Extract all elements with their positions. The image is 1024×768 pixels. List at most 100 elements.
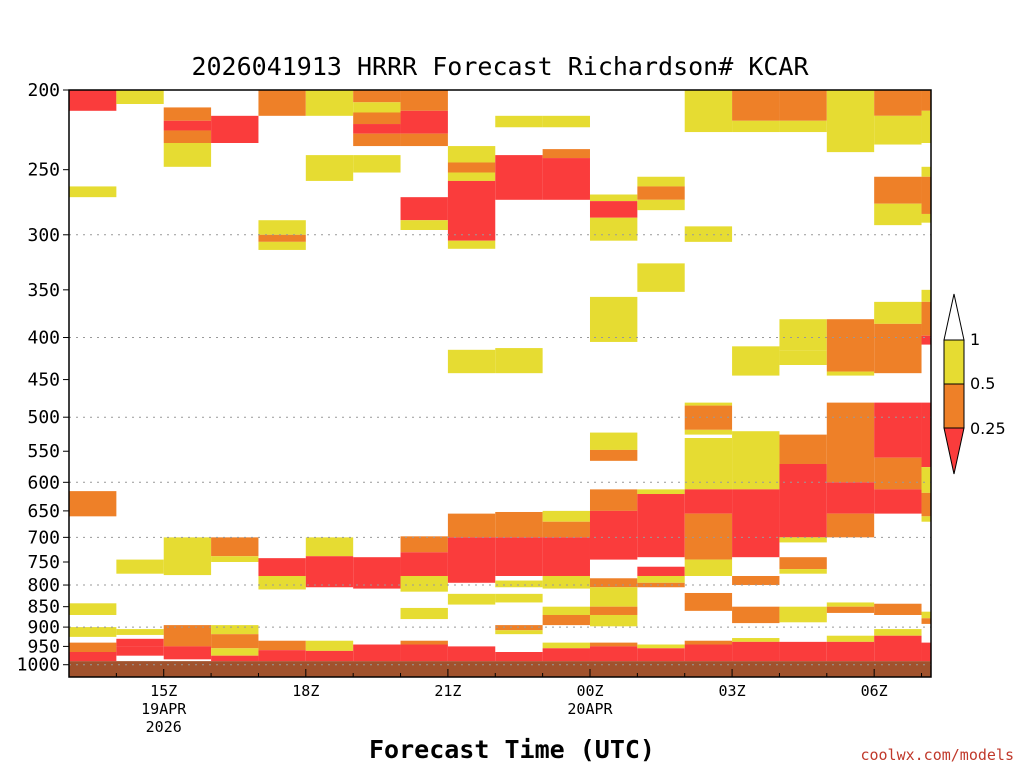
heatmap-cell: [353, 644, 401, 662]
y-tick-label: 450: [27, 370, 60, 391]
heatmap-cell: [542, 149, 590, 159]
heatmap-cell: [684, 429, 733, 435]
heatmap-cell: [211, 655, 259, 662]
heatmap-cell: [732, 90, 780, 121]
heatmap-cell: [589, 194, 638, 202]
heatmap-cell: [305, 155, 354, 181]
heatmap-cell: [684, 226, 733, 242]
heatmap-cell: [211, 556, 259, 562]
heatmap-cell: [305, 650, 354, 662]
heatmap-cell: [69, 491, 117, 517]
heatmap-cell: [732, 489, 780, 558]
heatmap-cell: [637, 566, 685, 576]
credit-text: coolwx.com/models: [860, 746, 1014, 764]
heatmap-cell: [637, 582, 685, 588]
y-tick-label: 800: [27, 575, 60, 596]
heatmap-cell: [921, 301, 931, 336]
heatmap-cell: [258, 234, 306, 242]
heatmap-cell: [447, 349, 496, 374]
heatmap-cell: [353, 155, 401, 173]
heatmap-cell: [874, 115, 922, 145]
heatmap-cell: [69, 186, 117, 198]
heatmap-cell: [921, 176, 931, 214]
x-tick-label: 19APR: [141, 700, 187, 718]
heatmap-cell: [732, 606, 780, 624]
x-tick-label: 06Z: [861, 682, 888, 700]
heatmap-cell: [69, 642, 117, 652]
heatmap-cell: [163, 142, 212, 167]
heatmap-cell: [921, 110, 931, 143]
heatmap-cell: [779, 557, 827, 570]
heatmap-cell: [163, 130, 212, 143]
heatmap-cell: [637, 176, 685, 187]
heatmap-cell: [589, 646, 638, 662]
heatmap-cell: [637, 263, 685, 292]
heatmap-cell: [447, 593, 496, 605]
plot-frame: [68, 89, 932, 678]
y-tick-label: 300: [27, 225, 60, 246]
heatmap-cell: [684, 438, 733, 490]
heatmap-cell: [353, 102, 401, 113]
y-tick-label: 1000: [17, 655, 60, 676]
heatmap-cell: [69, 603, 117, 615]
colorbar-legend: 1 0.5 0.25: [943, 293, 1006, 475]
heatmap-cell: [684, 559, 733, 576]
heatmap-cell: [732, 346, 780, 376]
heatmap-cell: [589, 510, 638, 560]
heatmap-cell: [116, 629, 164, 635]
heatmap-cell: [211, 625, 259, 635]
heatmap-cell: [637, 494, 685, 558]
heatmap-cell: [874, 323, 922, 374]
heatmap-cell: [589, 606, 638, 615]
x-axis-label: Forecast Time (UTC): [369, 735, 655, 764]
heatmap-cell: [353, 124, 401, 134]
heatmap-cell: [732, 431, 780, 490]
heatmap-cell: [400, 552, 448, 576]
y-tick-label: 850: [27, 597, 60, 618]
heatmap-cell: [258, 558, 306, 576]
heatmap-cell: [826, 641, 875, 662]
y-axis: 200 250 300 350 400 450 500 550 600 650 700 7508008…: [17, 80, 69, 676]
x-tick-label: 00Z: [576, 682, 603, 700]
heatmap-cell: [779, 434, 827, 464]
heatmap-cell: [211, 115, 259, 143]
heatmap-cell: [779, 319, 827, 351]
heatmap-cell: [353, 557, 401, 589]
heatmap-cell: [637, 489, 685, 495]
heatmap-cell: [163, 120, 212, 131]
heatmap-cell: [163, 646, 212, 660]
heatmap-cell: [779, 90, 827, 121]
heatmap-cell: [779, 537, 827, 543]
heatmap-cell: [684, 402, 733, 406]
heatmap-cell: [258, 220, 306, 235]
heatmap-cell: [447, 162, 496, 173]
x-tick-label: 18Z: [292, 682, 319, 700]
heatmap-cell: [637, 199, 685, 211]
heatmap-cell: [211, 634, 259, 649]
heatmap-cell: [874, 176, 922, 204]
heatmap-cell: [305, 640, 354, 651]
y-tick-label: 700: [27, 527, 60, 548]
heatmap-cell: [542, 648, 590, 662]
colorbar-label-1: 1: [970, 330, 980, 349]
heatmap-cell: [211, 648, 259, 656]
y-tick-label: 650: [27, 501, 60, 522]
heatmap-cell: [921, 611, 931, 619]
heatmap-cell: [589, 587, 638, 607]
heatmap-cell: [400, 607, 448, 620]
heatmap-cell: [684, 644, 733, 662]
heatmap-cell: [400, 644, 448, 662]
heatmap-cell: [637, 575, 685, 583]
y-tick-label: 250: [27, 160, 60, 181]
heatmap-cell: [779, 463, 827, 538]
heatmap-cell: [826, 371, 875, 376]
heatmap-cell: [353, 112, 401, 125]
colorbar-label-025: 0.25: [970, 419, 1006, 438]
heatmap-cell: [116, 90, 164, 105]
heatmap-cell: [400, 133, 448, 147]
heatmap-cell: [447, 146, 496, 163]
y-tick-label: 500: [27, 407, 60, 428]
heatmap-cell: [495, 348, 543, 374]
heatmap-cell: [921, 213, 931, 223]
heatmap-cell: [779, 606, 827, 623]
